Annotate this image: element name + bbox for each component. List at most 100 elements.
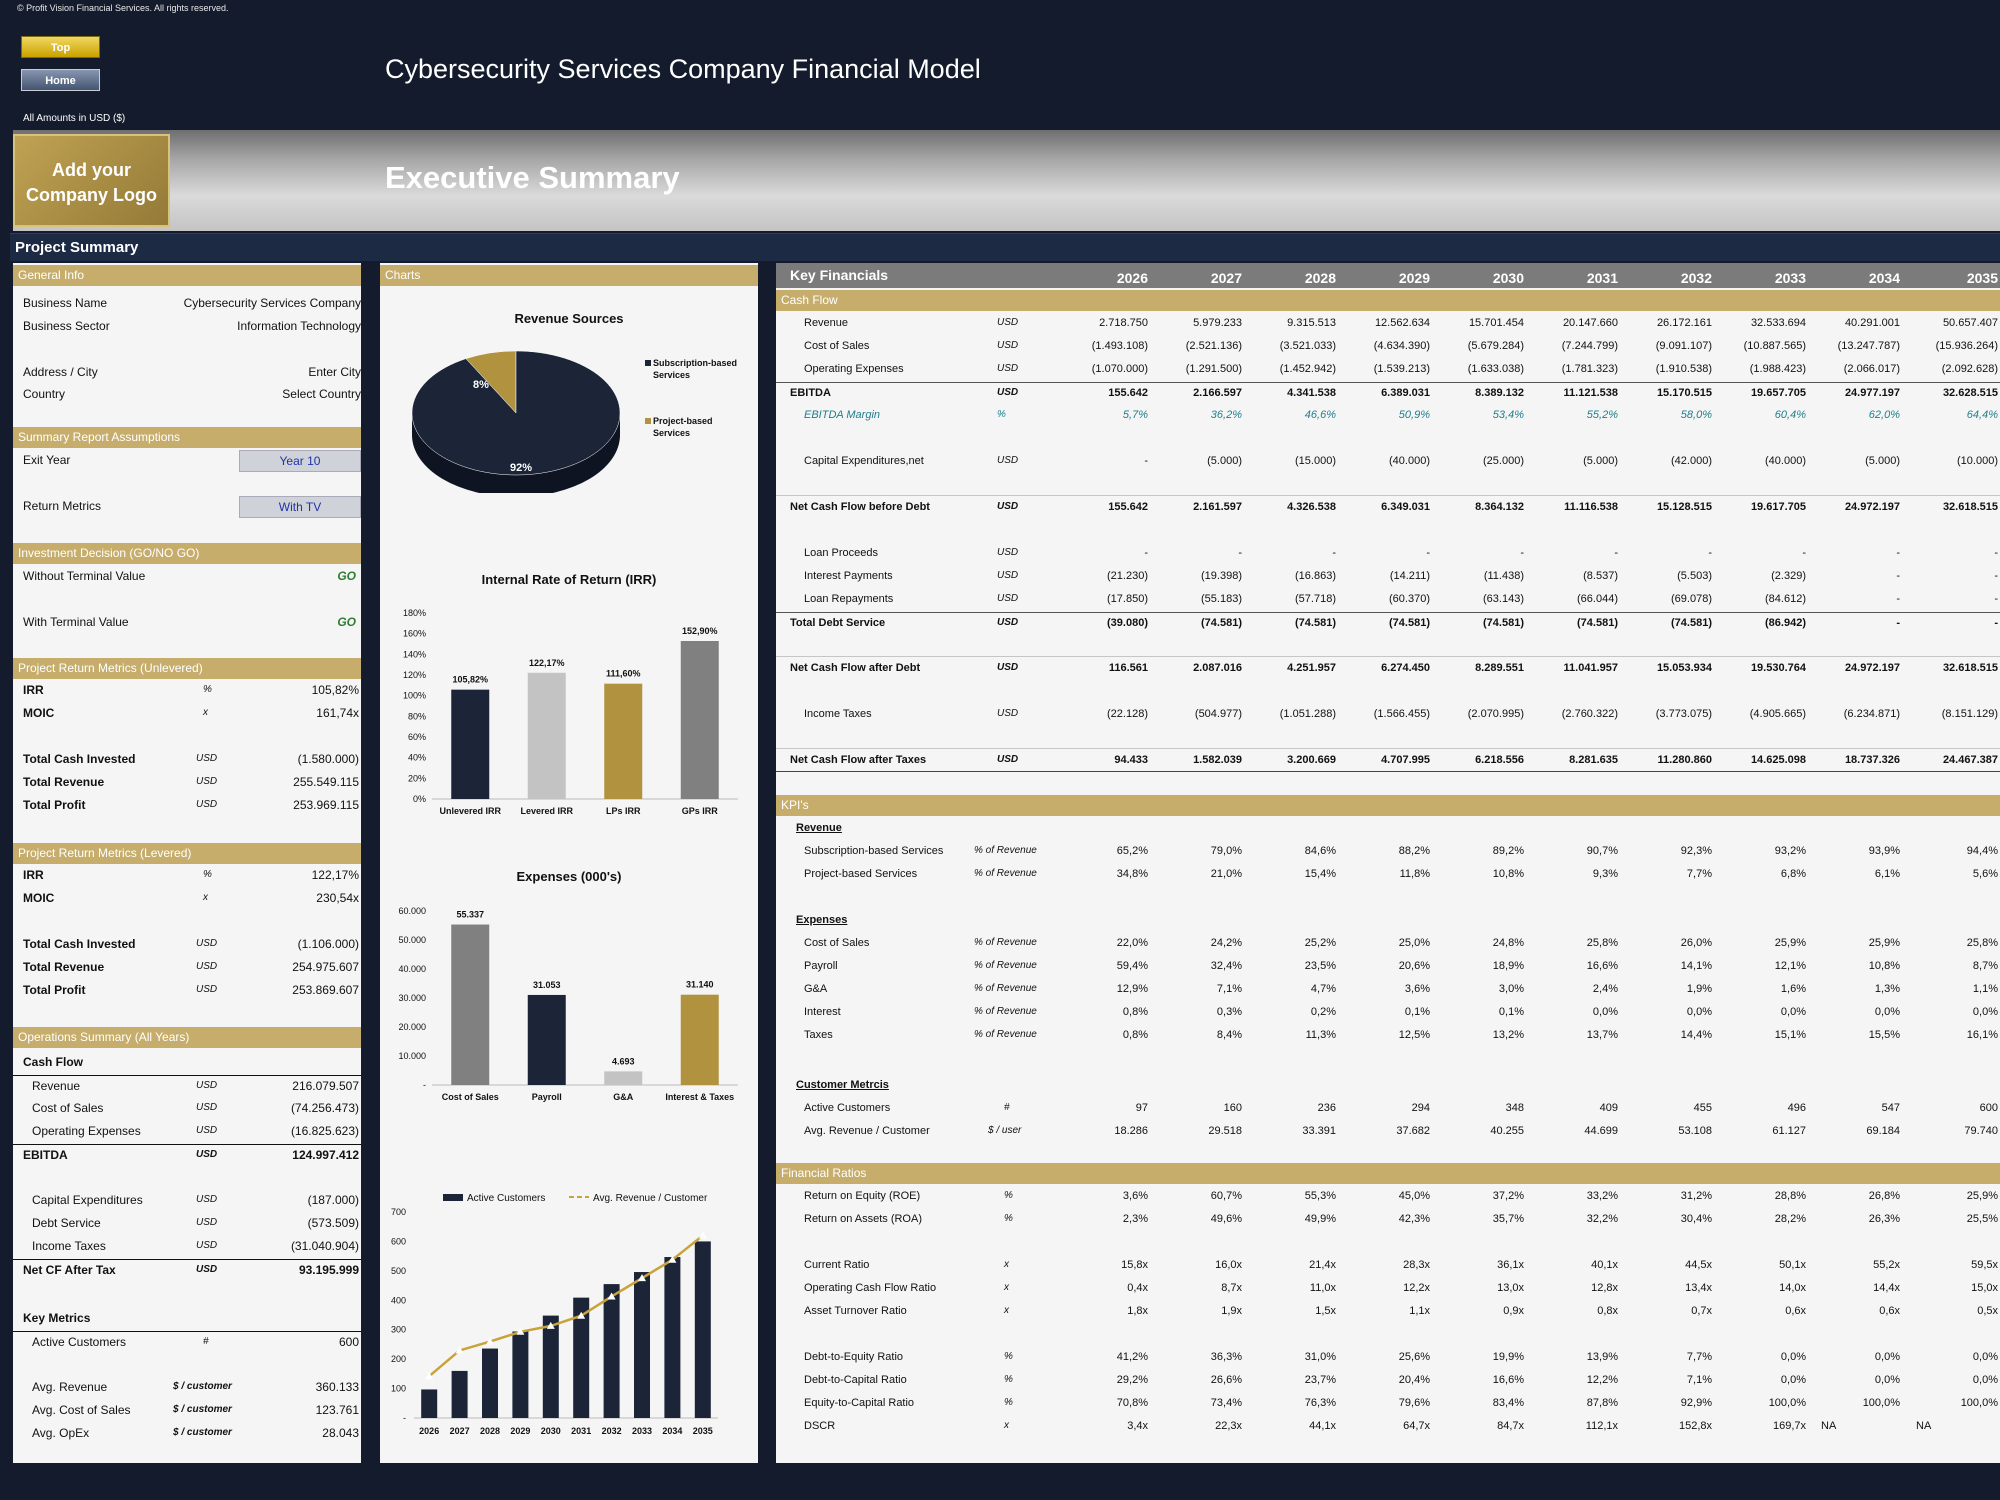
bar [634,1272,650,1418]
top-button[interactable]: Top [21,36,100,58]
table-row: Current Ratio x 15,8x 16,0x 21,4x 28,3x 36,1x 4… [776,1255,2000,1275]
cell-value: 92,3% [1680,845,1712,857]
customers-chart: - 100 200 300 400 500 600 700 Active Customers Av… [391,1193,718,1436]
cell-value: 0,0% [1874,1006,1900,1018]
cell-value: (10.887.565) [1743,340,1806,352]
bar [604,1071,643,1085]
bar [482,1348,498,1418]
row-unit: % of Revenue [974,1029,1037,1040]
cell-value: 28,2% [1774,1213,1806,1225]
bar-data-label: 122,17% [529,658,565,668]
address-value[interactable]: Enter City [308,365,361,379]
cell-value: 26,8% [1868,1190,1900,1202]
key-metrics-label: Key Metrics [23,1311,91,1325]
table-row: Return on Assets (ROA)% 2,3% 49,6% 49,9% 42,… [776,1209,2000,1229]
cell-value: 73,4% [1210,1397,1242,1409]
cell-value: 1,1% [1972,983,1998,995]
table-row: Subscription-based Services % of Revenue 6… [776,841,2000,861]
cell-value: (11.438) [1483,570,1524,582]
cell-value: 33,2% [1586,1190,1618,1202]
cell-value: (17.850) [1107,593,1148,605]
financial-ratios-header: Financial Ratios [776,1163,2000,1184]
bar-data-label: 152,90% [682,626,718,636]
metric-value: 105,82% [311,683,359,697]
ops-capex-row: Capital Expenditures USD (187.000) [13,1190,361,1210]
row-label: Loan Repayments [804,593,894,605]
axis-tick-label: 60% [408,732,426,742]
row-unit: USD [997,708,1019,719]
table-row: DSCR x 3,4x 22,3x 44,1x 64,7x 84,7x 112,1x 152,8… [776,1416,2000,1436]
return-metrics-input[interactable]: With TV [239,496,361,518]
cell-value: 11.121.538 [1563,387,1618,399]
cell-value: (1.070.000) [1091,363,1148,375]
axis-tick-label: 200 [391,1354,406,1364]
cell-value: (60.370) [1389,593,1430,605]
cell-value: 2,4% [1592,983,1618,995]
cell-value: 25,9% [1966,1190,1998,1202]
cell-value: 5,7% [1122,409,1148,421]
cell-value: 547 [1881,1102,1900,1114]
cell-value: 25,9% [1868,937,1900,949]
row-unit: USD [997,547,1019,558]
cell-value: 2.087.016 [1193,662,1242,674]
cell-value: (8.537) [1583,570,1618,582]
cell-value: (5.679.284) [1467,340,1524,352]
bar [573,1297,590,1418]
cell-value: 19.617.705 [1750,501,1806,513]
bar [527,672,566,799]
cell-value: 0,1% [1404,1006,1430,1018]
metric-value: (16.825.623) [290,1124,359,1138]
cell-value: 11,3% [1305,1029,1336,1041]
row-unit: USD [997,340,1019,351]
metric-label: MOIC [23,891,55,905]
cell-value: 84,7x [1497,1420,1524,1432]
home-button[interactable]: Home [21,69,100,91]
metric-label: Active Customers [32,1335,127,1349]
row-unit: % [1004,1190,1013,1201]
metric-label: Avg. OpEx [32,1426,90,1440]
cell-value: 28,8% [1774,1190,1806,1202]
cell-value: (1.988.423) [1749,363,1806,375]
cell-value: 26,6% [1210,1374,1242,1386]
metric-label: Avg. Cost of Sales [32,1403,131,1417]
table-row: Taxes % of Revenue 0,8% 8,4% 11,3% 12,5% 13,2%… [776,1025,2000,1045]
table-row: Net Cash Flow before Debt USD 155.642 2.161… [776,497,2000,517]
row-unit: % of Revenue [974,960,1037,971]
cell-value: 2.166.597 [1193,387,1242,399]
assumptions-header: Summary Report Assumptions [13,427,361,448]
category-label: Interest & Taxes [665,1092,734,1102]
table-row: Net Cash Flow after Taxes USD 94.433 1.582.… [776,750,2000,770]
row-label: Interest Payments [804,570,893,582]
table-row: Avg. Revenue / Customer $ / user 18.286 29.… [776,1121,2000,1141]
exit-year-input[interactable]: Year 10 [239,450,361,472]
row-unit: % [997,409,1006,420]
pie-data-label: 92% [510,462,532,474]
metric-unit: x [203,707,208,718]
row-label: Taxes [804,1029,833,1041]
metric-unit: USD [196,1217,218,1228]
year-header: 2027 [1210,270,1242,286]
cell-value: 0,0% [1780,1006,1806,1018]
row-label: Payroll [804,960,838,972]
year-header: 2026 [1116,270,1148,286]
cell-value: 55,3% [1304,1190,1336,1202]
row-unit: % of Revenue [974,1006,1037,1017]
metric-label: Income Taxes [32,1239,106,1253]
cell-value: 0,0% [1972,1351,1998,1363]
country-value[interactable]: Select Country [282,387,361,401]
header-band [13,130,2000,231]
cell-value: 24.972.197 [1844,501,1900,513]
cell-value: 55,2% [1586,409,1618,421]
cell-value: 59,4% [1116,960,1148,972]
cell-value: (19.398) [1201,570,1242,582]
business-name-value[interactable]: Cybersecurity Services Company [183,296,361,310]
cell-value: 2.161.597 [1193,501,1242,513]
levered-irr-row: IRR% 122,17% [13,865,361,885]
business-sector-row: Business Sector Information Technology [13,316,361,336]
metric-label: Revenue [32,1079,81,1093]
cell-value: 15,8x [1121,1259,1148,1271]
axis-tick-label: 120% [403,670,426,680]
business-sector-value[interactable]: Information Technology [237,319,361,333]
metric-value: 360.133 [315,1380,359,1394]
cell-value: 152,8x [1678,1420,1712,1432]
